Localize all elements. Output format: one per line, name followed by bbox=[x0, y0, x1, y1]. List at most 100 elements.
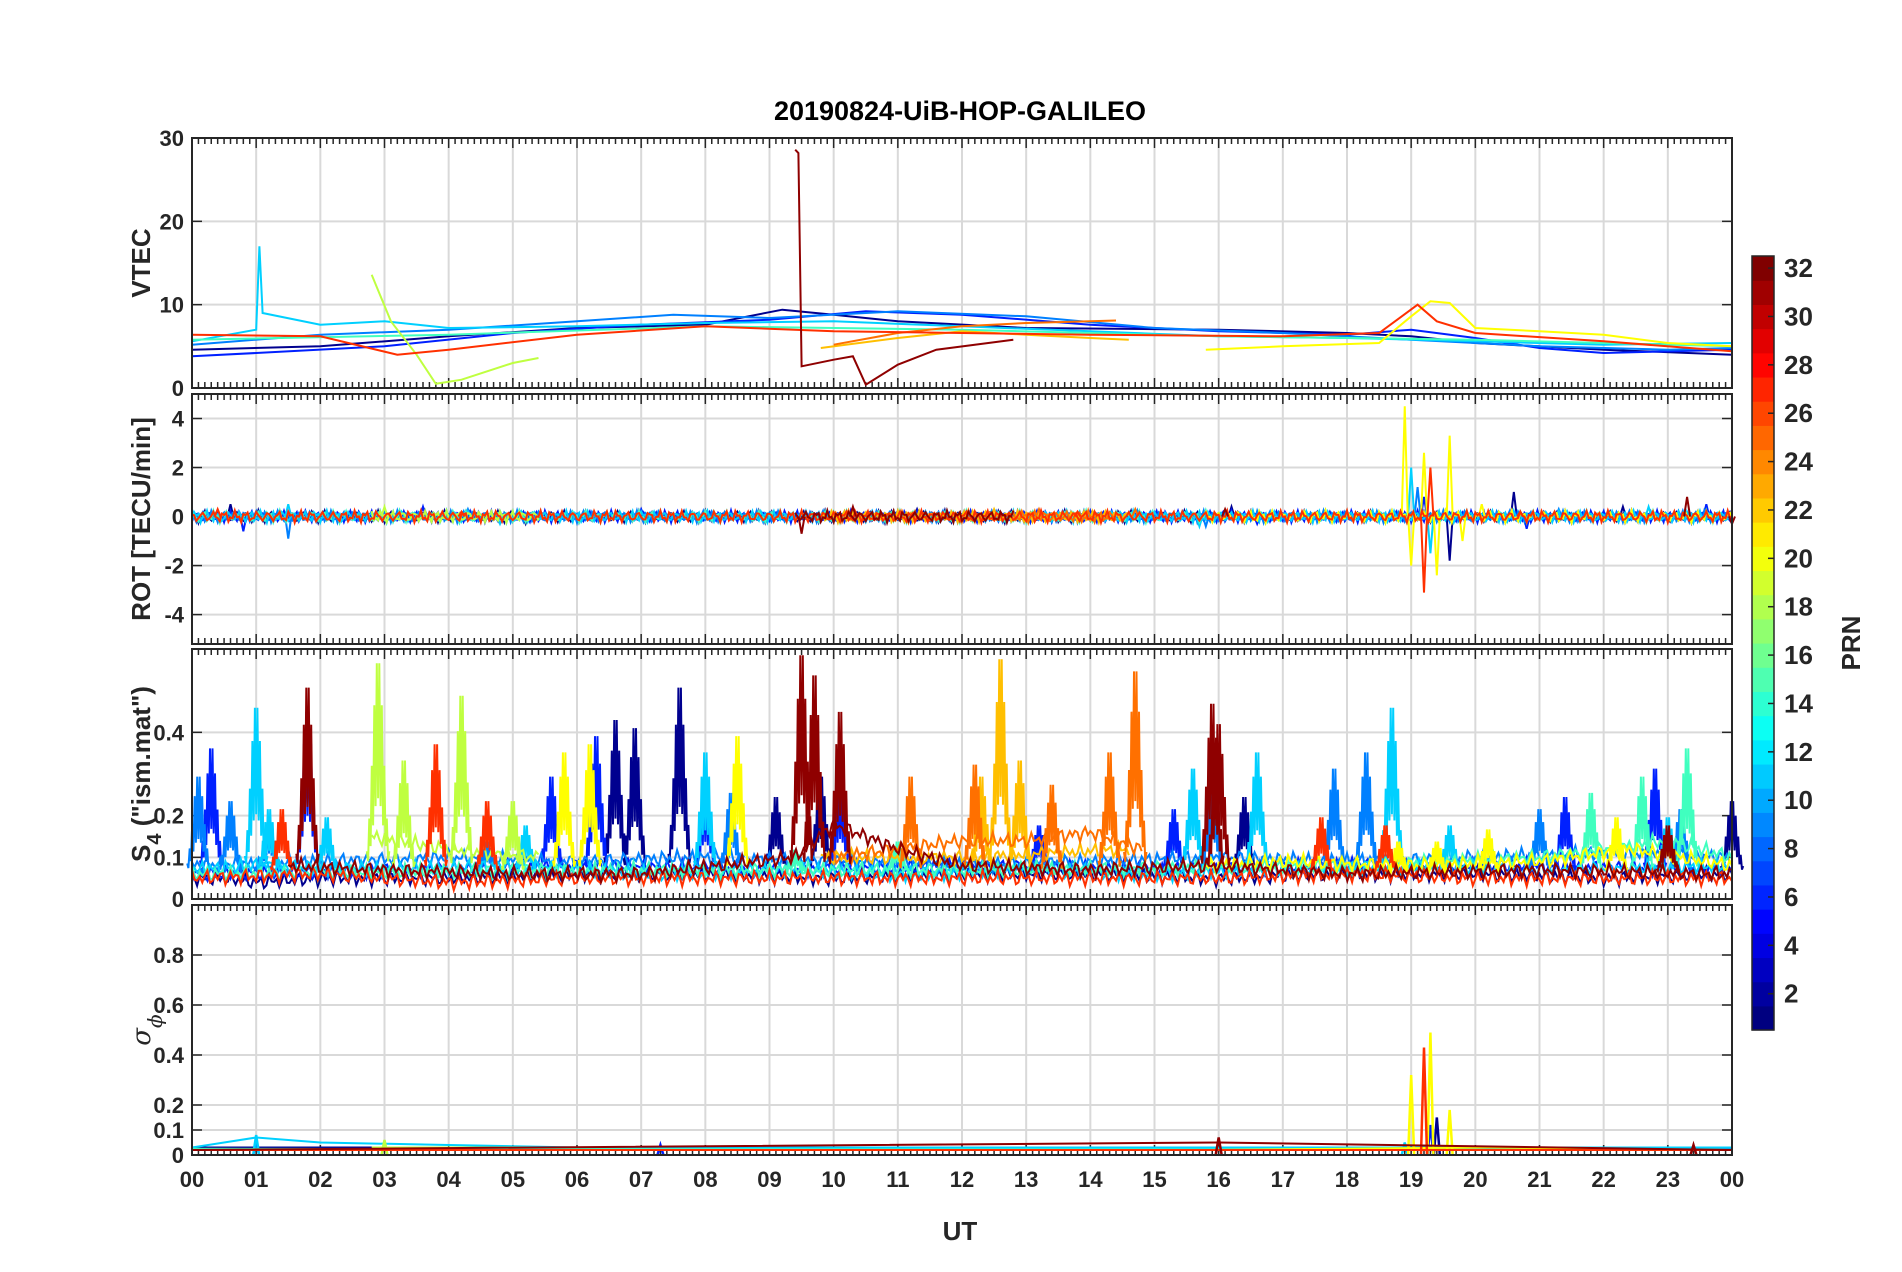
s4-burst-prn-5 bbox=[295, 711, 320, 865]
colorbar-segment bbox=[1752, 909, 1774, 934]
y-tick-label: 0 bbox=[172, 887, 184, 912]
sigma-spike-prn-1 bbox=[1432, 1117, 1442, 1156]
colorbar-tick-label: 2 bbox=[1784, 979, 1798, 1009]
s4-burst-prn-14 bbox=[885, 841, 910, 875]
y-tick-label: 2 bbox=[172, 456, 184, 481]
colorbar-tick-label: 10 bbox=[1784, 785, 1813, 815]
chart-title: 20190824-UiB-HOP-GALILEO bbox=[774, 96, 1146, 126]
colorbar-segment bbox=[1752, 1005, 1774, 1031]
y-tick-label: 0.4 bbox=[153, 720, 184, 745]
rot-spike-prn-27 bbox=[1420, 516, 1428, 593]
s4-burst-prn-20 bbox=[577, 744, 603, 867]
rot-spike-prn-27 bbox=[213, 506, 222, 517]
s4-burst-prn-12 bbox=[256, 809, 282, 871]
colorbar-label: PRN bbox=[1836, 616, 1866, 671]
x-axis-label: UT bbox=[943, 1216, 978, 1246]
y-tick-label: 0 bbox=[172, 1143, 184, 1168]
y-tick-label: 0.1 bbox=[153, 1118, 184, 1143]
rot-spike-prn-12 bbox=[1407, 467, 1416, 517]
x-tick-label: 02 bbox=[308, 1167, 332, 1192]
colorbar-segment bbox=[1752, 376, 1774, 402]
y-tick-label: 0.6 bbox=[153, 993, 184, 1018]
colorbar-tick-label: 24 bbox=[1784, 447, 1813, 477]
y-tick-label: 0 bbox=[172, 376, 184, 401]
rot-spike-prn-1 bbox=[1445, 516, 1454, 561]
s4-burst-prn-5 bbox=[1552, 796, 1578, 870]
colorbar-segment bbox=[1752, 594, 1774, 620]
colorbar-segment bbox=[1752, 957, 1774, 983]
colorbar-segment bbox=[1752, 884, 1774, 910]
rot-spike-prn-31 bbox=[797, 516, 806, 534]
s4-burst-prn-22 bbox=[1007, 760, 1032, 868]
vtec-line-prn-20 bbox=[1205, 300, 1733, 351]
colorbar-tick-label: 14 bbox=[1784, 688, 1813, 718]
s4-line-prn-27 bbox=[191, 863, 1733, 895]
x-tick-label: 18 bbox=[1335, 1167, 1359, 1192]
y-axis-label-rot: ROT [TECU/min] bbox=[126, 417, 156, 621]
s4-burst-prn-20 bbox=[1386, 841, 1411, 875]
s4-burst-prn-25 bbox=[1039, 784, 1065, 869]
s4-burst-prn-12 bbox=[693, 752, 718, 867]
y-tick-label: 4 bbox=[172, 407, 185, 432]
colorbar-segment bbox=[1752, 425, 1774, 451]
y-tick-label: -4 bbox=[164, 603, 184, 628]
x-tick-label: 06 bbox=[565, 1167, 589, 1192]
colorbar-segment bbox=[1752, 401, 1774, 426]
vtec-line-prn-27 bbox=[191, 303, 1733, 356]
rot-spike-prn-27 bbox=[1426, 467, 1435, 517]
x-tick-label: 15 bbox=[1142, 1167, 1166, 1192]
x-tick-label: 21 bbox=[1527, 1167, 1551, 1192]
colorbar-tick-label: 16 bbox=[1784, 640, 1813, 670]
x-tick-label: 20 bbox=[1463, 1167, 1487, 1192]
vtec-line-prn-18 bbox=[370, 274, 539, 385]
s4-burst-prn-31 bbox=[802, 675, 827, 863]
colorbar-segment bbox=[1752, 449, 1774, 475]
s4-burst-prn-22 bbox=[988, 659, 1013, 862]
panel-sigma: 00.10.2 0.4 0.6 0.8 σϕ bbox=[127, 904, 1733, 1168]
colorbar-segment bbox=[1752, 643, 1774, 668]
rot-spike-prn-20 bbox=[1445, 435, 1454, 517]
s4-burst-prn-18 bbox=[391, 760, 416, 868]
colorbar-segment bbox=[1752, 860, 1774, 886]
s4-burst-prn-20 bbox=[1476, 829, 1501, 875]
s4-burst-prn-14 bbox=[783, 849, 808, 875]
y-tick-label: 0.1 bbox=[153, 845, 184, 870]
s4-burst-prn-9 bbox=[1354, 752, 1379, 867]
rot-spike-prn-12 bbox=[1195, 516, 1204, 530]
y-tick-label: 0.4 bbox=[153, 1043, 184, 1068]
rot-spike-prn-12 bbox=[284, 504, 293, 517]
colorbar-tick-label: 30 bbox=[1784, 301, 1813, 331]
s4-burst-prn-31 bbox=[1655, 825, 1680, 875]
s4-burst-prn-25 bbox=[962, 764, 988, 868]
s4-burst-prn-20 bbox=[725, 736, 750, 866]
colorbar-tick-label: 18 bbox=[1784, 592, 1813, 622]
colorbar-tick-label: 22 bbox=[1784, 495, 1813, 525]
colorbar-tick-label: 6 bbox=[1784, 882, 1798, 912]
x-tick-label: 00 bbox=[1720, 1167, 1744, 1192]
panel-frame bbox=[191, 648, 1733, 900]
s4-burst-prn-25 bbox=[1123, 671, 1148, 862]
sigma-spike-prn-5 bbox=[656, 1140, 665, 1156]
x-tick-label: 09 bbox=[757, 1167, 781, 1192]
y-tick-label: 10 bbox=[160, 293, 184, 318]
s4-burst-prn-25 bbox=[1097, 752, 1122, 867]
x-tick-label: 17 bbox=[1271, 1167, 1295, 1192]
s4-line-prn-31 bbox=[287, 815, 1733, 886]
s4-burst-prn-18 bbox=[365, 663, 391, 862]
s4-burst-prn-14 bbox=[1629, 776, 1655, 869]
s4-burst-prn-12 bbox=[513, 825, 538, 875]
panel-frame bbox=[191, 904, 1733, 1156]
rot-spike-prn-20 bbox=[1458, 516, 1467, 542]
x-tick-label: 13 bbox=[1014, 1167, 1038, 1192]
s4-burst-prn-18 bbox=[449, 695, 474, 864]
s4-burst-prn-1 bbox=[622, 728, 647, 866]
colorbar-segment bbox=[1752, 691, 1774, 717]
colorbar-segment bbox=[1752, 981, 1774, 1007]
colorbar-segment bbox=[1752, 352, 1774, 378]
colorbar-segment bbox=[1752, 256, 1774, 281]
colorbar-segment bbox=[1752, 933, 1774, 959]
y-tick-label: 0.2 bbox=[153, 1093, 184, 1118]
y-tick-label: -2 bbox=[164, 554, 184, 579]
